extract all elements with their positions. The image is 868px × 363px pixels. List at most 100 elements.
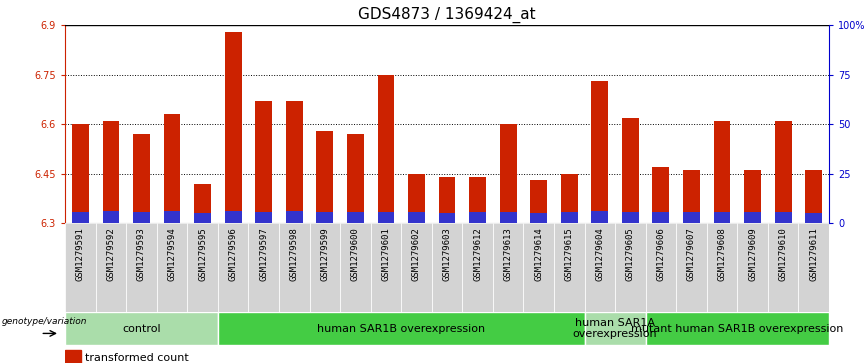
- Bar: [768, 223, 799, 312]
- Bar: [584, 312, 646, 345]
- Bar: [463, 223, 493, 312]
- Text: mutant human SAR1B overexpression: mutant human SAR1B overexpression: [631, 323, 844, 334]
- Bar: [799, 223, 829, 312]
- Bar: [65, 223, 95, 312]
- Bar: [378, 75, 394, 223]
- Bar: [615, 223, 646, 312]
- Bar: [317, 212, 333, 223]
- Text: GSM1279600: GSM1279600: [351, 227, 360, 281]
- Bar: [65, 350, 81, 363]
- Text: GSM1279598: GSM1279598: [290, 227, 299, 281]
- Bar: [225, 211, 241, 223]
- Bar: [408, 174, 424, 223]
- Text: GSM1279615: GSM1279615: [565, 227, 574, 281]
- Bar: [255, 212, 272, 223]
- Bar: [65, 312, 218, 345]
- Bar: [218, 223, 248, 312]
- Text: GSM1279608: GSM1279608: [718, 227, 727, 281]
- Bar: [591, 81, 608, 223]
- Bar: [500, 124, 516, 223]
- Bar: [775, 121, 792, 223]
- Bar: [713, 121, 730, 223]
- Bar: [622, 212, 639, 223]
- Text: GSM1279609: GSM1279609: [748, 227, 757, 281]
- Bar: [744, 171, 761, 223]
- Bar: [310, 223, 340, 312]
- Bar: [676, 223, 707, 312]
- Bar: [72, 124, 89, 223]
- Bar: [248, 223, 279, 312]
- Bar: [286, 101, 303, 223]
- Bar: [225, 32, 241, 223]
- Text: GSM1279591: GSM1279591: [76, 227, 85, 281]
- Text: GSM1279610: GSM1279610: [779, 227, 787, 281]
- Text: GSM1279605: GSM1279605: [626, 227, 635, 281]
- Title: GDS4873 / 1369424_at: GDS4873 / 1369424_at: [358, 7, 536, 23]
- Text: control: control: [122, 323, 161, 334]
- Bar: [194, 184, 211, 223]
- Bar: [95, 223, 126, 312]
- Bar: [347, 212, 364, 223]
- Bar: [133, 134, 150, 223]
- Text: GSM1279593: GSM1279593: [137, 227, 146, 281]
- Bar: [438, 213, 456, 223]
- Bar: [653, 167, 669, 223]
- Bar: [744, 212, 761, 223]
- Bar: [340, 223, 371, 312]
- Bar: [438, 177, 456, 223]
- Bar: [561, 212, 577, 223]
- Text: GSM1279602: GSM1279602: [412, 227, 421, 281]
- Text: GSM1279607: GSM1279607: [687, 227, 696, 281]
- Bar: [493, 223, 523, 312]
- Bar: [737, 223, 768, 312]
- Bar: [378, 212, 394, 223]
- Text: GSM1279606: GSM1279606: [656, 227, 666, 281]
- Bar: [713, 212, 730, 223]
- Bar: [806, 213, 822, 223]
- Text: genotype/variation: genotype/variation: [1, 317, 87, 326]
- Text: GSM1279594: GSM1279594: [168, 227, 176, 281]
- Text: transformed count: transformed count: [85, 353, 189, 363]
- Bar: [530, 180, 547, 223]
- Bar: [408, 212, 424, 223]
- Bar: [279, 223, 310, 312]
- Text: human SAR1A
overexpression: human SAR1A overexpression: [573, 318, 657, 339]
- Bar: [194, 213, 211, 223]
- Bar: [72, 212, 89, 223]
- Bar: [683, 171, 700, 223]
- Text: GSM1279597: GSM1279597: [260, 227, 268, 281]
- Text: GSM1279612: GSM1279612: [473, 227, 482, 281]
- Bar: [164, 114, 181, 223]
- Bar: [561, 174, 577, 223]
- Bar: [157, 223, 187, 312]
- Bar: [500, 212, 516, 223]
- Text: GSM1279604: GSM1279604: [595, 227, 604, 281]
- Bar: [523, 223, 554, 312]
- Bar: [806, 171, 822, 223]
- Bar: [255, 101, 272, 223]
- Text: GSM1279595: GSM1279595: [198, 227, 207, 281]
- Bar: [187, 223, 218, 312]
- Bar: [401, 223, 431, 312]
- Bar: [431, 223, 463, 312]
- Bar: [218, 312, 584, 345]
- Bar: [683, 212, 700, 223]
- Bar: [554, 223, 584, 312]
- Bar: [133, 212, 150, 223]
- Bar: [470, 212, 486, 223]
- Bar: [347, 134, 364, 223]
- Bar: [164, 211, 181, 223]
- Text: GSM1279614: GSM1279614: [534, 227, 543, 281]
- Bar: [646, 223, 676, 312]
- Bar: [707, 223, 737, 312]
- Bar: [622, 118, 639, 223]
- Bar: [126, 223, 157, 312]
- Bar: [317, 131, 333, 223]
- Bar: [371, 223, 401, 312]
- Bar: [653, 212, 669, 223]
- Bar: [530, 213, 547, 223]
- Text: GSM1279601: GSM1279601: [381, 227, 391, 281]
- Text: GSM1279592: GSM1279592: [107, 227, 115, 281]
- Bar: [591, 211, 608, 223]
- Bar: [584, 223, 615, 312]
